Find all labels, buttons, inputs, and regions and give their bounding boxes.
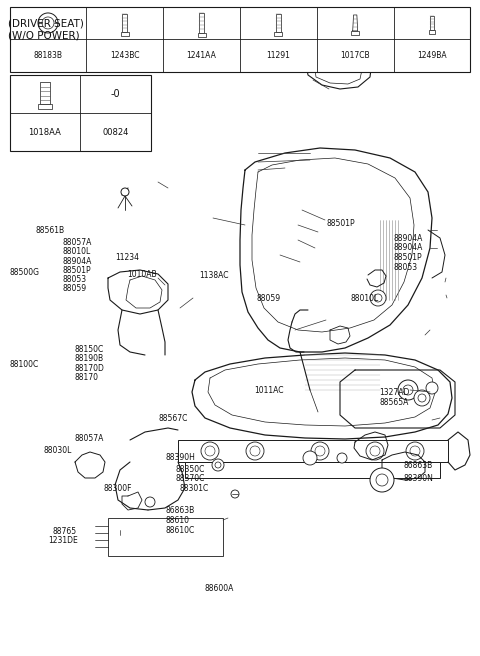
Circle shape bbox=[370, 468, 394, 492]
Text: 88904A: 88904A bbox=[394, 243, 423, 253]
Bar bbox=[276, 14, 281, 32]
Text: 88370C: 88370C bbox=[175, 474, 204, 483]
Circle shape bbox=[201, 442, 219, 460]
Circle shape bbox=[246, 442, 264, 460]
Text: 88500G: 88500G bbox=[10, 268, 39, 277]
Text: 1010AB: 1010AB bbox=[127, 270, 157, 279]
Bar bbox=[351, 31, 359, 35]
Text: 00824: 00824 bbox=[103, 127, 129, 136]
Bar bbox=[10, 75, 151, 151]
Text: 88030L: 88030L bbox=[43, 445, 72, 455]
Circle shape bbox=[370, 446, 380, 456]
Circle shape bbox=[205, 446, 215, 456]
Circle shape bbox=[315, 446, 325, 456]
Circle shape bbox=[374, 294, 382, 302]
Circle shape bbox=[311, 442, 329, 460]
Circle shape bbox=[303, 451, 317, 465]
Bar bbox=[275, 32, 282, 36]
Bar bbox=[122, 14, 127, 32]
Text: 1017CB: 1017CB bbox=[340, 51, 370, 60]
Text: 88904A: 88904A bbox=[394, 234, 423, 243]
Text: 88501P: 88501P bbox=[326, 218, 355, 228]
Text: 88565A: 88565A bbox=[379, 398, 408, 407]
Text: 1243BC: 1243BC bbox=[110, 51, 140, 60]
Circle shape bbox=[327, 8, 333, 14]
Text: 88501P: 88501P bbox=[62, 266, 91, 275]
Text: 88170D: 88170D bbox=[74, 363, 104, 373]
Bar bbox=[40, 82, 50, 104]
Circle shape bbox=[250, 446, 260, 456]
Circle shape bbox=[414, 390, 430, 406]
Circle shape bbox=[426, 382, 438, 394]
Circle shape bbox=[145, 497, 155, 507]
Circle shape bbox=[403, 385, 413, 395]
Text: 11234: 11234 bbox=[115, 253, 139, 262]
Circle shape bbox=[370, 290, 386, 306]
Text: (W/O POWER): (W/O POWER) bbox=[8, 30, 80, 40]
Text: 1231DE: 1231DE bbox=[48, 536, 78, 545]
Circle shape bbox=[366, 442, 384, 460]
Text: 86863B: 86863B bbox=[166, 506, 195, 515]
Text: 88183B: 88183B bbox=[34, 51, 62, 60]
Text: (DRIVER SEAT): (DRIVER SEAT) bbox=[8, 18, 84, 28]
Bar bbox=[429, 30, 435, 34]
Circle shape bbox=[231, 490, 239, 498]
Bar bbox=[178, 440, 448, 462]
Text: 88501P: 88501P bbox=[394, 253, 422, 262]
Text: 1018AA: 1018AA bbox=[29, 127, 61, 136]
Bar bbox=[10, 7, 470, 72]
Circle shape bbox=[376, 474, 388, 486]
Text: 88567C: 88567C bbox=[158, 414, 188, 423]
Circle shape bbox=[398, 380, 418, 400]
Text: 88390H: 88390H bbox=[166, 453, 195, 462]
Circle shape bbox=[406, 442, 424, 460]
Text: 1249BA: 1249BA bbox=[417, 51, 447, 60]
Text: 88053: 88053 bbox=[62, 275, 86, 284]
Text: -0: -0 bbox=[111, 89, 120, 99]
Text: 88904A: 88904A bbox=[62, 256, 92, 266]
Text: 88057A: 88057A bbox=[74, 434, 104, 443]
Circle shape bbox=[121, 188, 129, 196]
Text: 11291: 11291 bbox=[266, 51, 290, 60]
Circle shape bbox=[38, 13, 58, 33]
Text: 88010L: 88010L bbox=[62, 247, 91, 256]
Bar bbox=[121, 32, 129, 36]
Text: 88059: 88059 bbox=[257, 294, 281, 303]
Text: 88301C: 88301C bbox=[180, 484, 209, 493]
Text: 1327AD: 1327AD bbox=[379, 388, 409, 398]
Text: 86863B: 86863B bbox=[403, 461, 432, 470]
Text: 88610: 88610 bbox=[166, 516, 190, 525]
Text: 88300F: 88300F bbox=[103, 484, 132, 493]
Circle shape bbox=[410, 446, 420, 456]
Text: 1138AC: 1138AC bbox=[199, 271, 228, 280]
Circle shape bbox=[215, 462, 221, 468]
Text: 88150C: 88150C bbox=[74, 345, 104, 354]
Circle shape bbox=[348, 9, 352, 13]
Text: 88100C: 88100C bbox=[10, 359, 39, 369]
Text: 88059: 88059 bbox=[62, 284, 86, 293]
Text: 1011AC: 1011AC bbox=[254, 386, 284, 395]
Text: 88053: 88053 bbox=[394, 263, 418, 272]
Text: 88600A: 88600A bbox=[205, 584, 234, 593]
Text: 88010L: 88010L bbox=[350, 294, 379, 303]
Text: 88190B: 88190B bbox=[74, 354, 104, 363]
Text: 88765: 88765 bbox=[53, 527, 77, 536]
Bar bbox=[38, 104, 52, 110]
Text: 88610C: 88610C bbox=[166, 525, 195, 535]
Text: 88350C: 88350C bbox=[175, 464, 204, 474]
Text: 1241AA: 1241AA bbox=[187, 51, 216, 60]
Text: 88561B: 88561B bbox=[36, 226, 65, 236]
Bar bbox=[199, 13, 204, 33]
Text: 88390N: 88390N bbox=[403, 474, 433, 483]
Bar bbox=[185, 462, 440, 478]
Text: 88057A: 88057A bbox=[62, 238, 92, 247]
Circle shape bbox=[212, 459, 224, 471]
Bar bbox=[198, 33, 205, 37]
Circle shape bbox=[42, 17, 54, 29]
Circle shape bbox=[418, 394, 426, 402]
Bar bbox=[430, 16, 434, 30]
Circle shape bbox=[337, 453, 347, 463]
Bar bbox=[108, 518, 223, 556]
Text: 88170: 88170 bbox=[74, 373, 98, 382]
